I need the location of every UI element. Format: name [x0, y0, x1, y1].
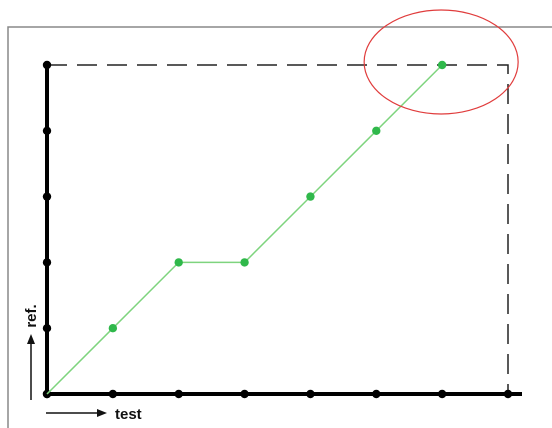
- x-axis-label-group: test: [46, 406, 142, 423]
- data-point: [306, 192, 315, 201]
- x-tick-mark: [503, 389, 513, 399]
- data-point: [240, 258, 249, 267]
- x-tick-mark: [372, 389, 381, 399]
- x-tick-mark: [306, 389, 315, 399]
- highlight-ellipse: [363, 9, 519, 115]
- y-label-arrow-head: [27, 334, 35, 344]
- x-tick-mark: [174, 389, 183, 399]
- series-line: [46, 64, 443, 395]
- y-tick-mark: [42, 126, 52, 135]
- data-point: [174, 258, 183, 267]
- data-point: [437, 60, 447, 70]
- x-axis-label: test: [115, 406, 142, 423]
- y-axis-label: ref.: [23, 304, 40, 327]
- dashed-bounding-box: [47, 64, 509, 394]
- y-tick-mark: [42, 324, 52, 333]
- y-tick-mark: [42, 192, 52, 201]
- y-tick-mark: [42, 60, 52, 70]
- x-tick-mark: [240, 389, 249, 399]
- y-axis-label-group: ref.: [23, 304, 40, 400]
- dashed-box-line: [47, 64, 509, 394]
- data-point: [108, 324, 118, 333]
- x-tick-mark: [108, 389, 118, 399]
- y-tick-mark: [42, 258, 52, 267]
- frame-border: [7, 26, 552, 428]
- x-tick-mark: [437, 389, 447, 399]
- series: [46, 60, 447, 395]
- data-point: [372, 126, 381, 135]
- annotations: [363, 9, 519, 115]
- x-label-arrow-head: [97, 409, 107, 417]
